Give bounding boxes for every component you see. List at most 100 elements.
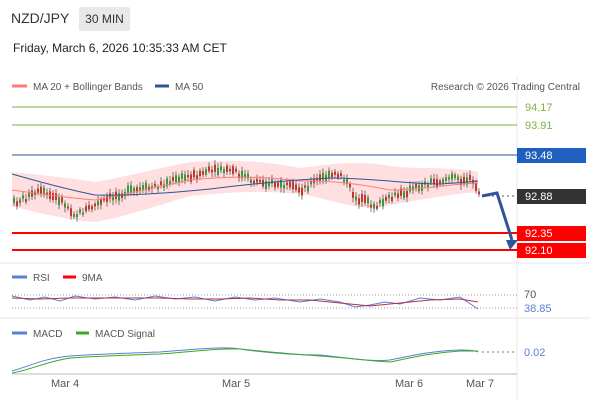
- candle-body: [301, 187, 303, 196]
- candle-body: [88, 205, 90, 210]
- x-axis-label-mar6: Mar 6: [395, 378, 423, 390]
- candle-body: [160, 181, 162, 186]
- candle-body: [388, 194, 390, 199]
- candle-body: [421, 183, 423, 191]
- candle-body: [208, 166, 210, 172]
- candle-body: [220, 166, 222, 171]
- candle-body: [193, 170, 195, 178]
- candle-body: [466, 177, 468, 185]
- candle-body: [205, 169, 207, 175]
- x-axis-label-mar5: Mar 5: [222, 378, 250, 390]
- candle-body: [439, 180, 441, 184]
- candle-body: [145, 182, 147, 191]
- candle-body: [256, 178, 258, 183]
- candle-body: [271, 179, 273, 184]
- candle-body: [172, 176, 174, 181]
- candle-body: [316, 178, 318, 181]
- candle-body: [352, 191, 354, 198]
- candle-body: [73, 214, 75, 217]
- candle-body: [178, 176, 180, 183]
- copyright: Research © 2026 Trading Central: [431, 82, 580, 93]
- candle-body: [100, 198, 102, 205]
- candle-body: [283, 185, 285, 189]
- resistance-label-1: 94.17: [525, 102, 553, 114]
- bollinger-band: [12, 160, 478, 222]
- macd-signal-legend: MACD Signal: [95, 329, 155, 340]
- candle-body: [64, 203, 66, 208]
- candle-body: [319, 174, 321, 181]
- candle-body: [244, 173, 246, 178]
- candle-body: [187, 174, 189, 178]
- candle-body: [166, 178, 168, 187]
- candle-body: [346, 178, 348, 184]
- candle-body: [106, 196, 108, 202]
- candle-body: [127, 185, 129, 193]
- candle-body: [451, 173, 453, 180]
- candle-body: [40, 186, 42, 195]
- candle-body: [379, 200, 381, 204]
- candle-body: [340, 173, 342, 177]
- candle-body: [52, 192, 54, 200]
- candle-body: [370, 204, 372, 208]
- candle-body: [190, 174, 192, 182]
- candle-body: [277, 182, 279, 187]
- candle-body: [16, 201, 18, 207]
- candle-body: [55, 193, 57, 200]
- candle-body: [196, 175, 198, 180]
- candle-body: [28, 192, 30, 198]
- forecast-arrow: [481, 191, 514, 241]
- last-price-label: 92.88: [525, 191, 553, 203]
- candle-body: [217, 167, 219, 176]
- candle-body: [76, 214, 78, 218]
- candle-body: [82, 212, 84, 215]
- ma50-line: [11, 173, 479, 196]
- candle-body: [373, 203, 375, 209]
- candle-body: [46, 192, 48, 196]
- candle-body: [226, 165, 228, 172]
- candle-body: [469, 174, 471, 181]
- candle-body: [154, 183, 156, 187]
- candle-body: [19, 199, 21, 204]
- candle-body: [184, 174, 186, 181]
- candle-body: [304, 185, 306, 188]
- candle-body: [382, 198, 384, 207]
- candle-body: [268, 181, 270, 187]
- candle-body: [295, 184, 297, 191]
- candle-body: [280, 179, 282, 188]
- candle-body: [430, 178, 432, 183]
- ma20-line: [11, 176, 479, 201]
- rsi-ma-legend: 9MA: [82, 273, 103, 284]
- candle-body: [79, 209, 81, 213]
- macd-signal-line: [11, 348, 478, 374]
- candle-body: [163, 184, 165, 188]
- candle-body: [478, 191, 480, 195]
- timeframe-badge[interactable]: 30 MIN: [79, 7, 130, 31]
- last-price-tag: [517, 189, 586, 204]
- candle-body: [460, 178, 462, 186]
- support-label-1: 92.35: [525, 228, 553, 240]
- candle-body: [274, 181, 276, 188]
- candle-body: [25, 198, 27, 203]
- candle-body: [70, 208, 72, 217]
- candle-body: [250, 179, 252, 183]
- candle-body: [265, 181, 267, 189]
- forecast-arrowhead: [506, 240, 518, 250]
- pivot-label: 93.48: [525, 150, 553, 162]
- candle-body: [358, 198, 360, 205]
- candle-body: [229, 168, 231, 172]
- candle-body: [253, 180, 255, 184]
- candle-body: [361, 194, 363, 202]
- candle-body: [334, 171, 336, 175]
- candle-body: [61, 197, 63, 203]
- candle-body: [448, 177, 450, 180]
- candle-body: [412, 186, 414, 191]
- candle-body: [157, 186, 159, 190]
- candle-body: [391, 196, 393, 202]
- candle-body: [238, 173, 240, 179]
- candle-body: [436, 179, 438, 187]
- candle-body: [286, 182, 288, 185]
- candle-body: [142, 185, 144, 190]
- candle-body: [130, 185, 132, 194]
- candle-body: [454, 174, 456, 179]
- candle-body: [211, 169, 213, 173]
